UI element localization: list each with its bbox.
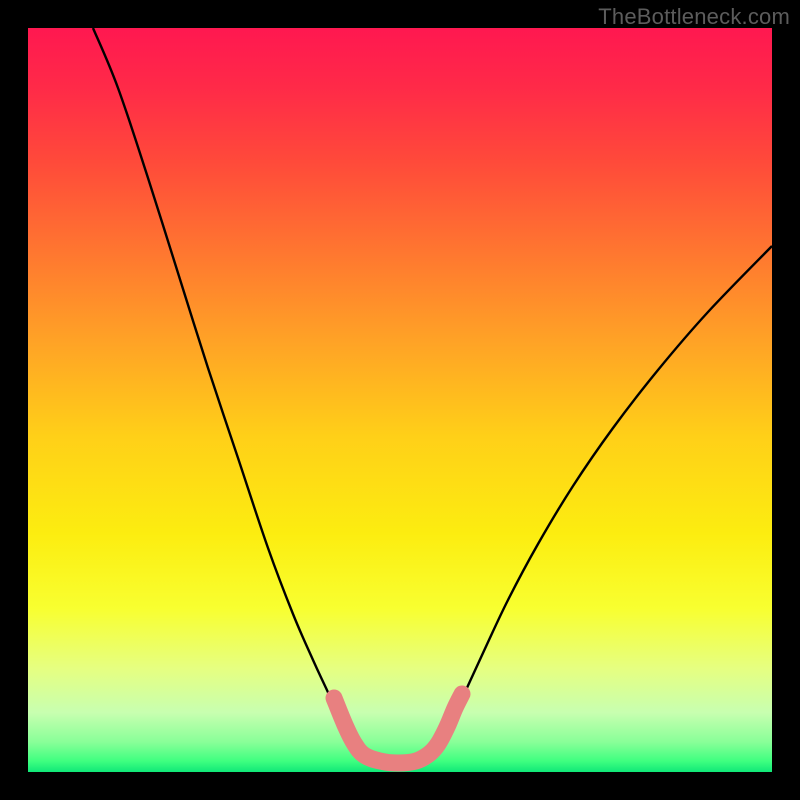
chart-svg — [28, 28, 772, 772]
watermark-text: TheBottleneck.com — [598, 4, 790, 30]
gradient-background — [28, 28, 772, 772]
plot-area — [28, 28, 772, 772]
chart-frame: TheBottleneck.com — [0, 0, 800, 800]
